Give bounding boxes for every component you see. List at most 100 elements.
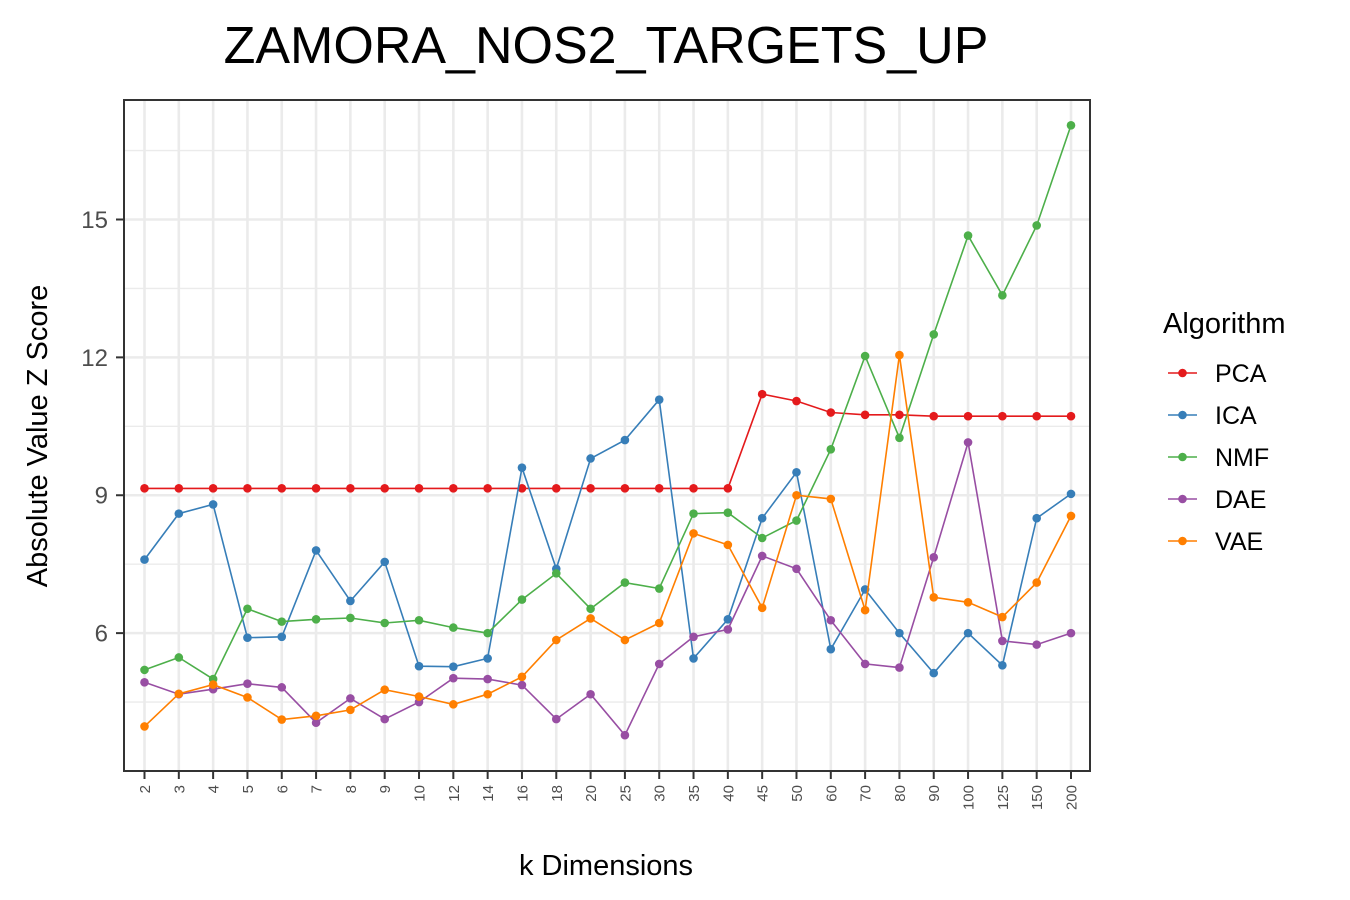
data-point-pca — [1032, 411, 1041, 421]
data-point-vae — [586, 614, 595, 623]
y-tick-label: 15 — [81, 207, 108, 234]
data-point-nmf — [414, 615, 424, 625]
data-point-dae — [860, 659, 870, 669]
series-line-pca — [144, 393, 1071, 490]
data-point-nmf — [174, 653, 184, 662]
series-line-nmf — [144, 125, 1072, 681]
x-tick-label: 6 — [274, 785, 291, 793]
data-point-vae — [620, 635, 630, 645]
legend-key-point — [1178, 410, 1187, 420]
data-point-vae — [551, 635, 561, 645]
x-tick-label: 12 — [446, 785, 463, 802]
data-point-dae — [1032, 640, 1041, 649]
data-point-ica — [620, 435, 630, 445]
data-point-vae — [414, 692, 424, 701]
x-tick-label: 8 — [343, 785, 360, 793]
data-point-dae — [723, 625, 733, 634]
data-point-pca — [620, 484, 630, 493]
series-dae — [140, 438, 1076, 740]
data-point-pca — [140, 484, 149, 493]
data-point-pca — [792, 396, 801, 406]
data-point-pca — [483, 484, 492, 493]
data-point-ica — [414, 661, 424, 671]
x-tick-label: 4 — [206, 785, 223, 793]
data-point-pca — [311, 484, 321, 493]
data-point-dae — [998, 636, 1007, 646]
data-point-pca — [208, 484, 218, 493]
data-point-pca — [346, 484, 355, 493]
x-tick-label: 30 — [652, 785, 669, 802]
data-point-vae — [208, 680, 218, 689]
data-point-pca — [689, 484, 698, 493]
data-point-vae — [895, 350, 904, 360]
data-point-ica — [1066, 489, 1076, 499]
data-point-dae — [826, 615, 836, 625]
data-point-pca — [826, 408, 836, 417]
data-point-nmf — [792, 516, 801, 525]
data-point-ica — [689, 654, 698, 663]
y-axis: 6 9 12 15 — [81, 207, 124, 648]
x-tick-label: 3 — [171, 785, 188, 793]
data-point-nmf — [586, 604, 595, 614]
data-point-ica — [517, 463, 527, 472]
data-point-vae — [449, 700, 458, 709]
legend-label-vae: VAE — [1215, 528, 1263, 556]
x-tick-label: 25 — [617, 785, 634, 802]
legend-key-point — [1178, 536, 1187, 546]
series-line-vae — [143, 354, 1072, 727]
data-point-ica — [998, 660, 1007, 670]
data-point-dae — [311, 718, 321, 728]
data-point-vae — [1066, 511, 1076, 521]
data-point-nmf — [483, 628, 492, 638]
data-point-ica — [929, 668, 939, 678]
data-point-dae — [929, 552, 939, 562]
data-point-ica — [483, 654, 492, 663]
data-point-ica — [140, 555, 149, 564]
data-point-nmf — [723, 508, 733, 518]
data-point-pca — [174, 484, 184, 493]
data-point-dae — [1066, 628, 1076, 638]
data-point-vae — [311, 711, 321, 721]
x-tick-label: 100 — [961, 785, 978, 810]
data-point-ica — [311, 546, 321, 555]
data-point-ica — [243, 633, 252, 643]
data-point-vae — [483, 689, 492, 699]
data-point-ica — [654, 395, 664, 404]
y-tick-label: 9 — [95, 483, 108, 510]
data-point-pca — [449, 484, 458, 493]
data-point-nmf — [243, 604, 252, 614]
data-point-vae — [1032, 578, 1041, 587]
y-axis-title: Absolute Value Z Score — [22, 285, 54, 588]
legend-key-point — [1178, 452, 1187, 462]
data-point-ica — [757, 513, 767, 523]
series-line-ica — [143, 397, 1072, 675]
x-tick-label: 90 — [926, 785, 943, 802]
data-point-vae — [723, 540, 733, 550]
data-point-dae — [792, 564, 801, 574]
data-point-pca — [277, 484, 287, 493]
legend-label-dae: DAE — [1215, 486, 1266, 514]
data-point-pca — [723, 484, 733, 493]
x-tick-label: 150 — [1029, 785, 1046, 810]
data-point-pca — [654, 484, 664, 493]
data-point-nmf — [620, 578, 630, 587]
x-tick-label: 14 — [480, 785, 497, 802]
legend-item-dae: DAE — [1168, 486, 1266, 514]
x-axis-title: k Dimensions — [519, 850, 693, 882]
series-pca — [140, 389, 1076, 493]
x-tick-label: 10 — [412, 785, 429, 802]
data-point-vae — [243, 693, 252, 702]
data-point-vae — [140, 722, 149, 731]
data-point-nmf — [1066, 120, 1076, 130]
data-point-nmf — [998, 291, 1007, 300]
data-point-pca — [929, 411, 939, 421]
data-point-dae — [140, 677, 149, 687]
x-tick-label: 20 — [583, 785, 600, 802]
data-point-dae — [757, 551, 767, 561]
data-point-dae — [517, 680, 527, 690]
data-point-nmf — [380, 618, 390, 628]
data-point-ica — [346, 596, 355, 606]
data-point-dae — [586, 689, 595, 699]
legend-title: Algorithm — [1163, 308, 1286, 340]
